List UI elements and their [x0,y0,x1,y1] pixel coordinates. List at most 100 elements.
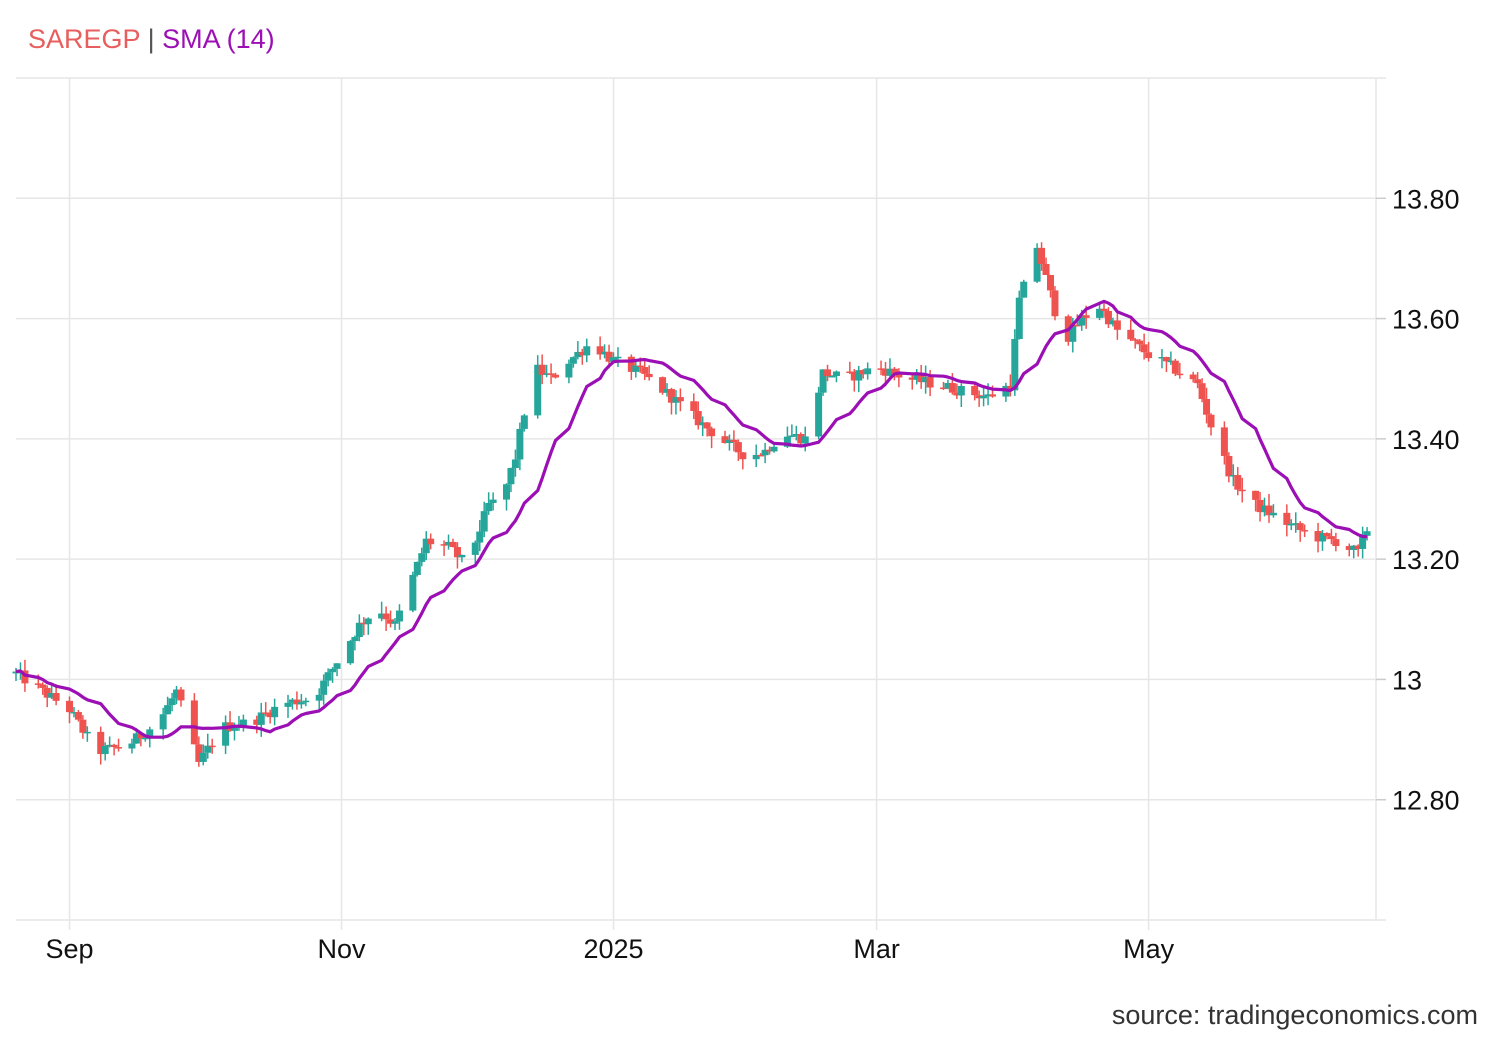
candle-body [1256,499,1264,513]
candle-body [877,368,885,370]
candle [190,693,198,745]
candle-body [115,747,123,749]
candle [601,344,609,359]
candle [422,531,430,561]
candle-body [632,365,640,372]
candle-body [578,351,586,356]
candle-body [302,700,310,703]
candle-body [48,693,56,698]
candle-body [939,387,947,390]
candle [1051,286,1059,321]
candle [761,442,769,464]
candle-body [320,680,328,695]
candle-body [106,744,114,747]
candle-body [164,705,172,715]
candle-body [1220,427,1228,456]
candle [694,401,702,430]
y-tick-label: 12.80 [1392,786,1460,816]
candle-body [797,433,805,444]
candle-body [445,541,453,545]
candle [565,359,573,384]
y-tick-label: 13.20 [1392,545,1460,575]
candle [66,696,74,724]
candle-body [828,375,836,378]
candle-body [1127,329,1135,340]
candle-body [694,410,702,426]
candle [846,361,854,375]
candle [199,744,207,766]
candle [939,381,947,391]
candle-body [1314,531,1322,542]
candle-body [110,744,118,748]
candle-body [703,422,711,429]
candle [850,369,858,392]
candle-body [1359,535,1367,549]
candle-body [1158,357,1166,359]
candle [672,390,680,415]
candle-body [1015,297,1023,340]
candle [1189,371,1197,383]
candle [1198,378,1206,403]
candle-body [757,454,765,457]
candle-body [427,538,435,545]
candle-body [1109,320,1117,325]
candle-body [222,722,230,746]
candle-body [641,367,649,374]
candle-body [480,511,488,532]
candle [730,430,738,452]
candle [975,390,983,407]
candle-body [173,689,181,699]
candle [632,360,640,378]
candle-body [547,373,555,375]
candle [1042,257,1050,276]
candle [333,663,341,677]
candle [378,601,386,622]
candle-body [329,668,337,673]
candle-body [583,346,591,356]
y-tick-label: 13.60 [1392,305,1460,335]
chart-legend: SAREGP | SMA (14) [28,24,275,55]
candle [957,383,965,408]
candle-body [957,385,965,396]
candle-body [1332,539,1340,547]
candle-body [1162,357,1170,362]
y-tick-label: 13 [1392,665,1422,695]
candle-body [507,467,515,485]
candle-body [239,719,247,727]
candle-body [534,364,542,416]
candle-body [730,439,738,443]
candle [1332,532,1340,552]
candle [480,501,488,538]
candle-body [971,385,979,396]
candle [1238,477,1246,503]
candle-body [1033,247,1041,282]
candle [1194,372,1202,389]
candle [1234,467,1242,496]
candle-body [333,663,341,669]
candle [739,452,747,470]
candle [1113,310,1121,340]
legend-symbol: SAREGP [28,24,141,54]
candle [895,368,903,388]
candle-body [502,484,510,500]
candle-body [177,689,185,701]
candle [801,426,809,452]
candle-body [1051,290,1059,317]
candle-body [1350,545,1358,550]
candle [1046,274,1054,298]
candle-body [1283,512,1291,525]
candle [1020,279,1028,298]
candle [324,668,332,687]
candle [516,422,524,471]
candle-body [12,671,20,674]
candle [578,348,586,365]
candle [1158,349,1166,369]
candle-body [409,574,417,611]
candle [1292,512,1300,533]
candle-body [788,435,796,437]
candle-body [1234,475,1242,490]
candle-body [128,743,136,749]
candle-body [204,745,212,753]
candle-body [516,428,524,460]
candle [574,341,582,360]
